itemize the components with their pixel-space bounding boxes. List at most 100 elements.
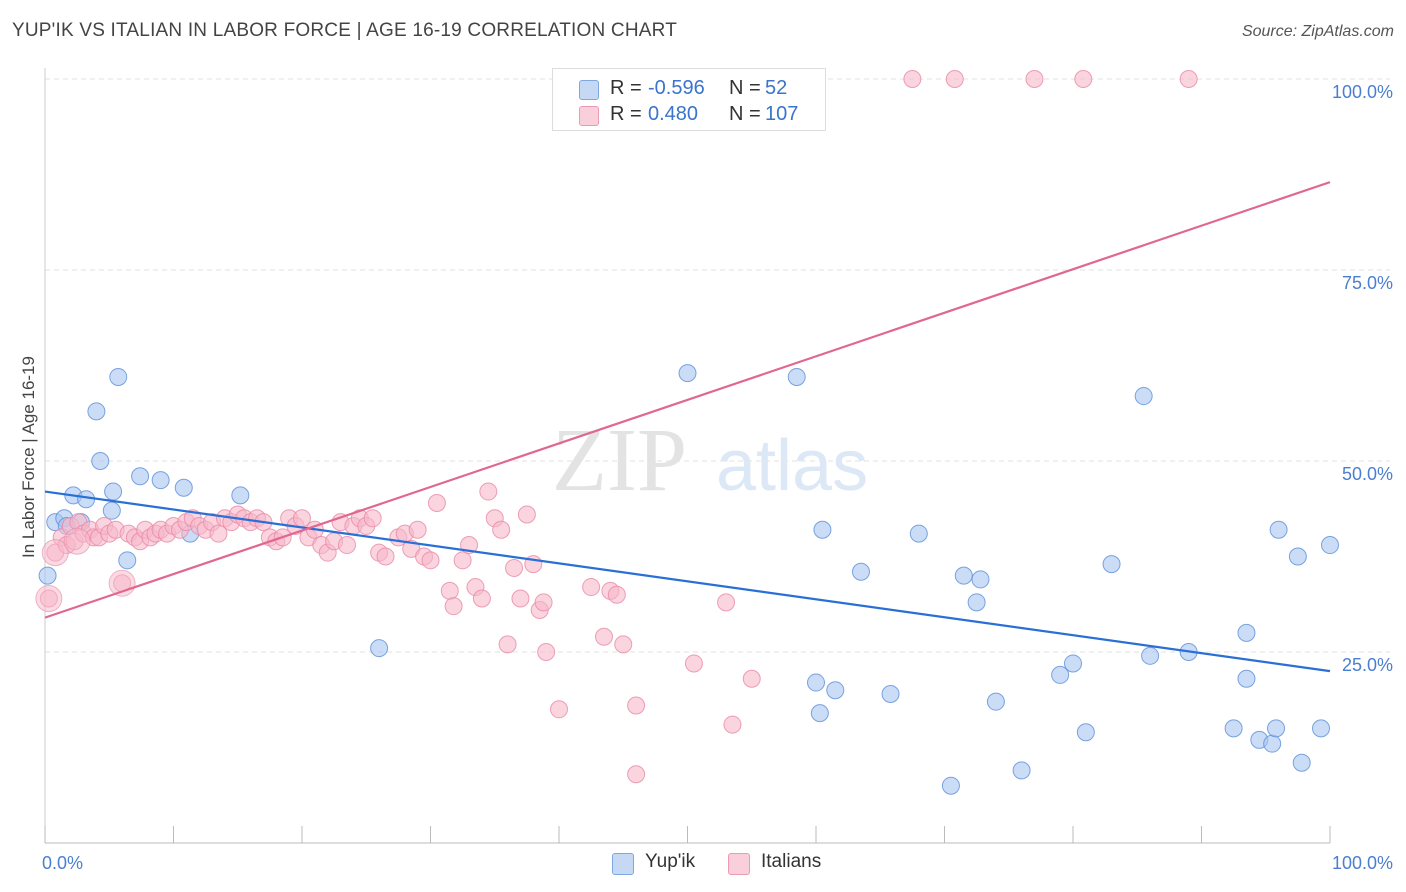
italians-points <box>39 70 1198 784</box>
legend-label-yupik: Yup'ik <box>645 851 696 872</box>
scatter-point <box>1292 753 1311 772</box>
scatter-point <box>421 551 440 570</box>
scatter-point <box>38 566 57 585</box>
scatter-point <box>678 364 697 383</box>
legend-label-italians: Italians <box>761 851 822 872</box>
scatter-point <box>881 685 900 704</box>
scatter-point <box>945 70 964 88</box>
y-axis-label: In Labor Force | Age 16-19 <box>19 356 38 558</box>
scatter-point <box>363 509 382 528</box>
scatter-point <box>1025 70 1044 88</box>
scatter-point <box>444 597 463 616</box>
scatter-point <box>87 402 106 421</box>
y-tick-label: 100.0% <box>1332 82 1393 102</box>
yupik-points <box>38 364 1339 795</box>
scatter-point <box>440 581 459 600</box>
scatter-point <box>986 692 1005 711</box>
scatter-point <box>427 494 446 513</box>
scatter-point <box>550 700 568 719</box>
scatter-point <box>376 547 395 566</box>
scatter-point <box>967 593 986 612</box>
scatter-point <box>903 70 922 88</box>
scatter-point <box>1074 70 1093 88</box>
scatter-point <box>231 486 250 505</box>
r-value: -0.596 <box>648 77 705 99</box>
source-credit: Source: ZipAtlas.com <box>1241 23 1394 40</box>
scatter-point <box>684 654 703 673</box>
scatter-point <box>1237 623 1256 642</box>
scatter-point <box>723 715 742 734</box>
r-value: 0.480 <box>648 103 699 125</box>
x-tick-label: 0.0% <box>42 853 83 873</box>
scatter-point <box>537 643 556 661</box>
scatter-point <box>742 669 761 688</box>
scatter-point <box>63 527 91 555</box>
n-value: 107 <box>765 103 799 125</box>
scatter-point <box>1321 536 1339 555</box>
scatter-point <box>337 536 356 555</box>
italians-legend-swatch <box>728 853 750 875</box>
y-tick-label: 75.0% <box>1342 273 1393 293</box>
scatter-point <box>851 562 870 581</box>
scatter-point <box>472 589 491 608</box>
scatter-point <box>594 627 613 646</box>
scatter-point <box>1051 665 1070 684</box>
scatter-point <box>614 635 633 654</box>
scatter-point <box>1288 547 1307 566</box>
scatter-point <box>813 520 832 539</box>
scatter-point <box>1312 719 1331 738</box>
scatter-point <box>408 520 427 539</box>
stats-legend: R = -0.596 N = 52 R = 0.480 N = 107 <box>552 68 826 131</box>
x-tick-label: 100.0% <box>1332 853 1393 873</box>
italians-swatch <box>579 106 599 126</box>
scatter-point <box>810 704 829 723</box>
scatter-point <box>517 505 536 524</box>
scatter-point <box>1102 555 1121 574</box>
scatter-point <box>717 593 736 612</box>
scatter-point <box>498 635 517 654</box>
scatter-point <box>627 765 646 784</box>
scatter-point <box>607 585 626 604</box>
n-value: 52 <box>765 77 788 99</box>
scatter-point <box>534 593 553 612</box>
scatter-point <box>826 681 845 700</box>
y-tick-label: 50.0% <box>1342 464 1393 484</box>
scatter-point <box>1263 734 1282 753</box>
yupik-trend-line <box>44 490 1331 673</box>
scatter-point <box>41 539 69 567</box>
scatter-point <box>1267 719 1286 738</box>
scatter-point <box>131 467 150 486</box>
scatter-point <box>118 551 137 570</box>
scatter-point <box>91 452 110 470</box>
italians-trend-line <box>44 181 1331 619</box>
scatter-point <box>582 578 601 597</box>
n-label: N = <box>729 103 761 125</box>
watermark-zip: ZIP <box>552 411 687 510</box>
scatter-point <box>1179 70 1198 88</box>
scatter-point <box>1269 520 1288 539</box>
scatter-point <box>954 566 973 585</box>
scatter-point <box>511 589 530 608</box>
stats-row-italians: R = 0.480 N = 107 <box>553 103 825 129</box>
scatter-point <box>1064 654 1082 673</box>
scatter-point <box>909 524 928 543</box>
scatter-point <box>505 558 524 577</box>
watermark-atlas: atlas <box>716 426 868 506</box>
scatter-point <box>109 367 128 386</box>
scatter-point <box>807 673 825 692</box>
scatter-point <box>209 524 228 543</box>
scatter-point <box>1224 719 1243 738</box>
scatter-point <box>492 520 511 539</box>
y-tick-label: 25.0% <box>1342 655 1393 675</box>
n-label: N = <box>729 77 761 99</box>
scatter-point <box>102 501 121 520</box>
scatter-point <box>787 367 806 386</box>
scatter-point <box>941 776 960 795</box>
scatter-point <box>174 478 193 497</box>
scatter-point <box>1076 723 1095 742</box>
r-label: R = <box>610 77 642 99</box>
r-label: R = <box>610 103 642 125</box>
stats-row-yupik: R = -0.596 N = 52 <box>553 77 825 103</box>
scatter-point <box>104 482 123 501</box>
